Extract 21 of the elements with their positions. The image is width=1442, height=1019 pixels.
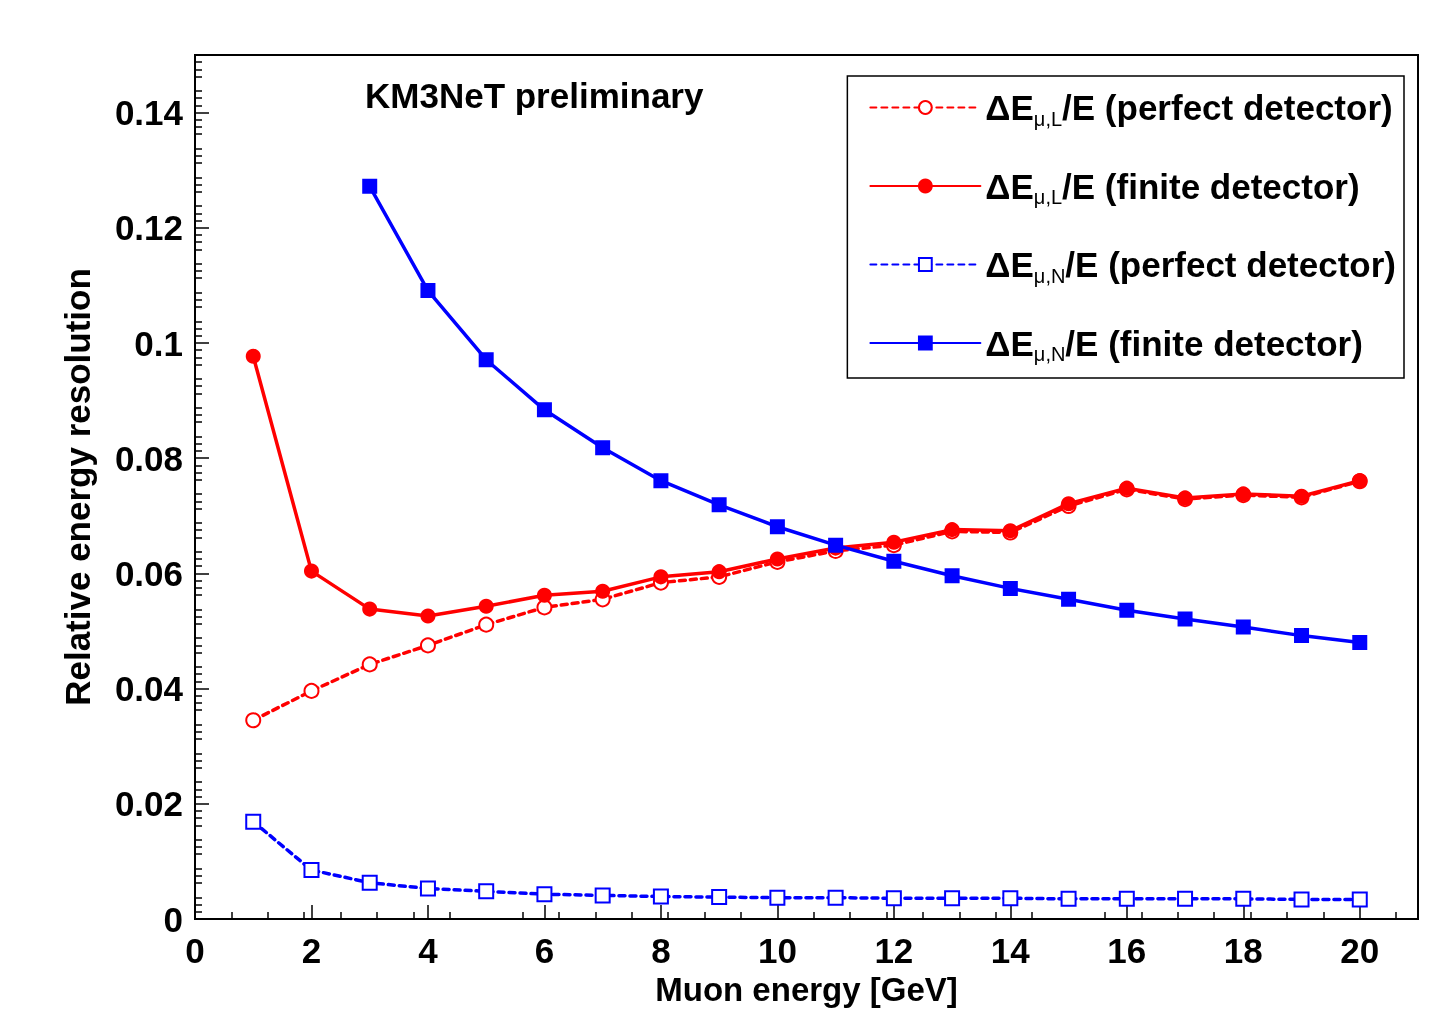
x-tick-label: 18 (1223, 931, 1263, 970)
x-tick-label: 8 (651, 931, 671, 970)
y-tick-label: 0.02 (114, 784, 183, 824)
x-tick-label: 16 (1107, 931, 1147, 970)
x-tick-label: 20 (1340, 931, 1380, 970)
annotation: KM3NeT preliminary (365, 76, 704, 115)
y-tick-label: 0.04 (114, 669, 184, 709)
y-tick-label: 0.14 (114, 93, 184, 133)
x-tick-label: 10 (757, 931, 797, 970)
y-tick-label: 0.12 (114, 208, 183, 248)
y-tick-label: 0.1 (134, 323, 183, 363)
y-axis-title: Relative energy resolution (58, 268, 97, 706)
x-tick-label: 6 (534, 931, 555, 970)
y-tick-label: 0.06 (114, 553, 183, 593)
x-tick-label: 14 (990, 931, 1031, 970)
x-tick-label: 12 (874, 931, 914, 970)
y-tick-label: 0 (163, 899, 183, 939)
x-tick-label: 2 (301, 931, 322, 970)
x-axis-title: Muon energy [GeV] (655, 971, 958, 1009)
x-tick-label: 4 (418, 931, 439, 970)
y-tick-label: 0.08 (114, 438, 183, 478)
